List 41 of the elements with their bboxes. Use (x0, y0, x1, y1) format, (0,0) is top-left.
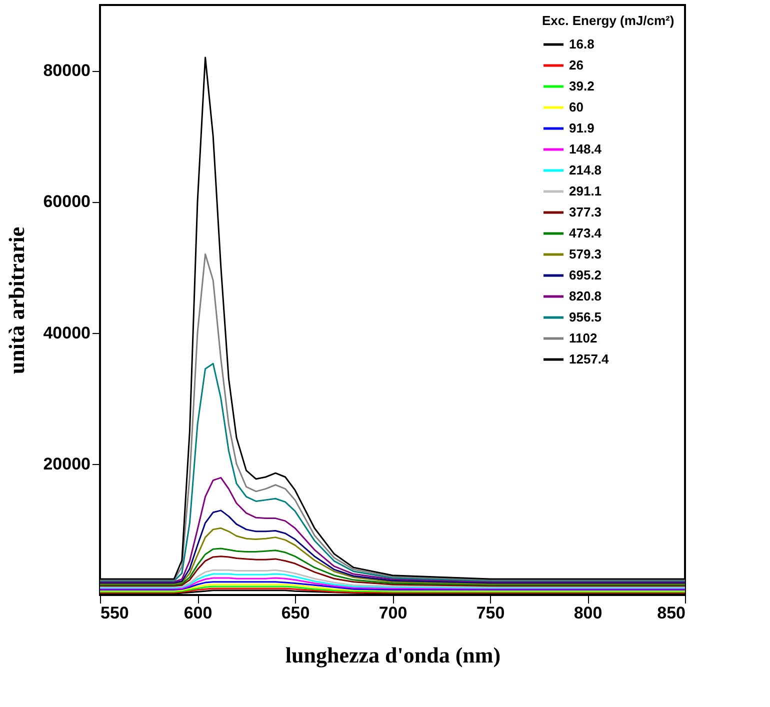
x-tick-label: 650 (281, 604, 310, 622)
line-series (99, 573, 686, 589)
legend-label: 291.1 (569, 184, 602, 198)
legend-title: Exc. Energy (mJ/cm²) (542, 13, 674, 28)
legend-label: 377.3 (569, 204, 602, 220)
y-tick-label: 80000 (43, 61, 90, 80)
legend-label: 956.5 (569, 310, 602, 324)
legend-label: 473.4 (569, 226, 602, 240)
x-tick-label: 850 (657, 604, 686, 622)
y-tick-label: 20000 (43, 454, 90, 474)
legend-label: 39.2 (569, 78, 594, 94)
line-series (99, 569, 686, 588)
legend-label: 60 (569, 100, 584, 114)
legend-label: 91.9 (569, 120, 594, 136)
line-series (99, 362, 686, 582)
y-tick-label: 60000 (43, 192, 90, 212)
x-tick-label: 600 (184, 604, 212, 622)
legend-label: 695.2 (569, 268, 602, 282)
legend-label: 148.4 (569, 142, 602, 156)
line-series (99, 527, 686, 585)
legend-label: 1257.4 (569, 352, 610, 366)
legend-label: 214.8 (569, 162, 602, 178)
x-tick-label: 550 (100, 604, 129, 622)
line-series (99, 476, 686, 583)
x-tick-label: 700 (378, 604, 408, 622)
legend-label: 579.3 (569, 246, 602, 262)
line-series (99, 548, 686, 586)
legend-label: 1102 (569, 330, 598, 346)
x-tick-label: 800 (574, 604, 602, 622)
line-series (99, 510, 686, 584)
x-axis-title: lunghezza d'onda (nm) (285, 642, 501, 668)
line-series (99, 577, 686, 590)
legend-label: 26 (569, 58, 584, 72)
legend-label: 820.8 (569, 288, 602, 304)
legend-label: 16.8 (569, 36, 594, 52)
y-axis-title: unità arbitrarie (4, 226, 30, 374)
y-tick-label: 40000 (43, 323, 90, 342)
x-tick-label: 750 (476, 604, 505, 622)
line-series (99, 584, 686, 592)
line-series (99, 581, 686, 591)
line-series (99, 556, 686, 587)
